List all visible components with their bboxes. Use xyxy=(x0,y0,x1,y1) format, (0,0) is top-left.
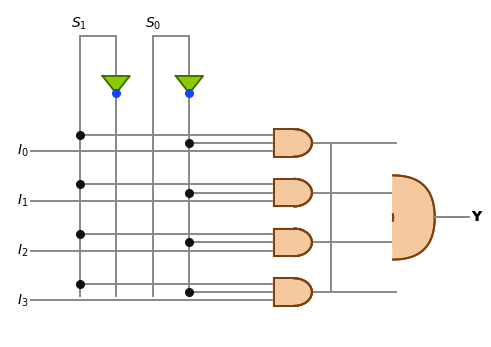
Text: $I_1$: $I_1$ xyxy=(17,193,28,209)
Text: $I_3$: $I_3$ xyxy=(17,292,28,308)
Polygon shape xyxy=(273,278,312,306)
Polygon shape xyxy=(393,176,435,260)
Text: $S_0$: $S_0$ xyxy=(144,16,161,32)
Polygon shape xyxy=(273,278,312,306)
Text: $S_1$: $S_1$ xyxy=(72,16,87,32)
Text: $I_0$: $I_0$ xyxy=(17,143,28,159)
Polygon shape xyxy=(273,179,312,206)
Polygon shape xyxy=(273,278,312,306)
Polygon shape xyxy=(273,179,312,206)
Polygon shape xyxy=(273,229,312,256)
Text: Y: Y xyxy=(471,211,482,225)
Polygon shape xyxy=(273,229,312,256)
Polygon shape xyxy=(273,179,312,206)
Polygon shape xyxy=(273,129,312,157)
Polygon shape xyxy=(393,176,435,260)
Text: Y: Y xyxy=(471,211,482,225)
Polygon shape xyxy=(273,129,312,157)
Polygon shape xyxy=(176,76,203,93)
Polygon shape xyxy=(273,129,312,157)
Polygon shape xyxy=(273,229,312,256)
Text: $I_2$: $I_2$ xyxy=(17,243,28,259)
Polygon shape xyxy=(103,76,130,93)
